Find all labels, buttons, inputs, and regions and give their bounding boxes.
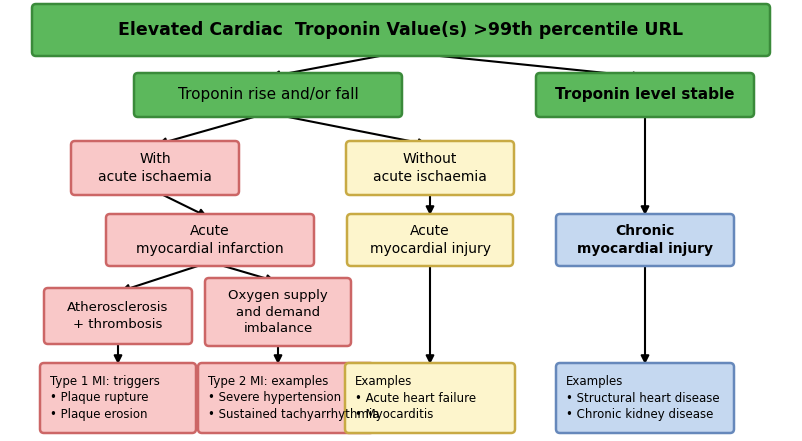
FancyBboxPatch shape — [40, 363, 196, 433]
Text: Troponin rise and/or fall: Troponin rise and/or fall — [177, 87, 358, 102]
FancyBboxPatch shape — [346, 141, 514, 195]
FancyBboxPatch shape — [556, 363, 734, 433]
Text: Without
acute ischaemia: Without acute ischaemia — [373, 152, 487, 184]
FancyBboxPatch shape — [347, 214, 513, 266]
Text: Examples
• Acute heart failure
• Myocarditis: Examples • Acute heart failure • Myocard… — [355, 375, 476, 421]
Text: Acute
myocardial injury: Acute myocardial injury — [370, 224, 491, 256]
FancyBboxPatch shape — [134, 73, 402, 117]
FancyBboxPatch shape — [71, 141, 239, 195]
Text: Chronic
myocardial injury: Chronic myocardial injury — [577, 224, 713, 256]
Text: Oxygen supply
and demand
imbalance: Oxygen supply and demand imbalance — [228, 289, 328, 335]
Text: Acute
myocardial infarction: Acute myocardial infarction — [136, 224, 284, 256]
FancyBboxPatch shape — [205, 278, 351, 346]
Text: Examples
• Structural heart disease
• Chronic kidney disease: Examples • Structural heart disease • Ch… — [566, 375, 719, 421]
FancyBboxPatch shape — [556, 214, 734, 266]
FancyBboxPatch shape — [198, 363, 374, 433]
FancyBboxPatch shape — [345, 363, 515, 433]
Text: Type 2 MI: examples
• Severe hypertension
• Sustained tachyarrhythmia: Type 2 MI: examples • Severe hypertensio… — [208, 375, 379, 421]
FancyBboxPatch shape — [44, 288, 192, 344]
Text: Atherosclerosis
+ thrombosis: Atherosclerosis + thrombosis — [67, 301, 168, 331]
Text: Troponin level stable: Troponin level stable — [555, 87, 735, 102]
Text: Type 1 MI: triggers
• Plaque rupture
• Plaque erosion: Type 1 MI: triggers • Plaque rupture • P… — [50, 375, 160, 421]
Text: Elevated Cardiac  Troponin Value(s) >99th percentile URL: Elevated Cardiac Troponin Value(s) >99th… — [119, 21, 683, 39]
FancyBboxPatch shape — [536, 73, 754, 117]
FancyBboxPatch shape — [106, 214, 314, 266]
Text: With
acute ischaemia: With acute ischaemia — [98, 152, 212, 184]
FancyBboxPatch shape — [32, 4, 770, 56]
